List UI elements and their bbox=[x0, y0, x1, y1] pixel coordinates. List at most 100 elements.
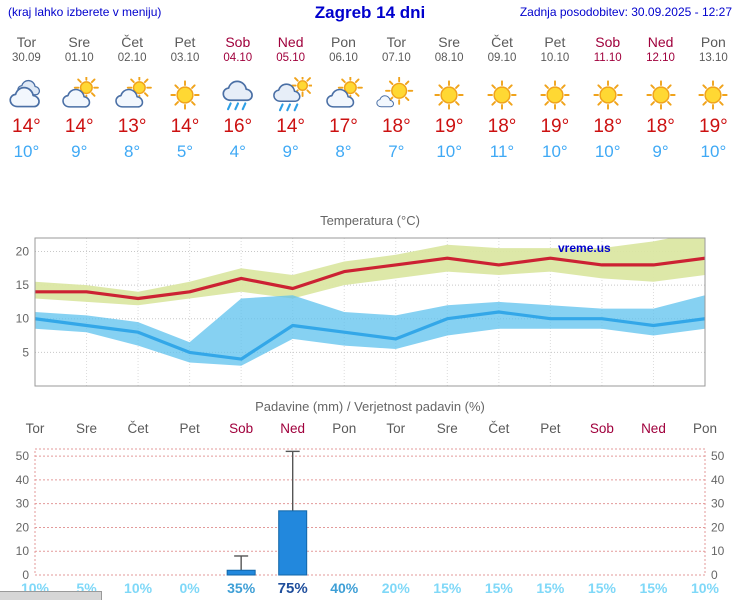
day-column: Pon 13.10 19° 10° bbox=[687, 34, 740, 162]
sunny-icon-glyph bbox=[170, 80, 200, 110]
precip-day-label: Tor bbox=[386, 421, 406, 436]
sunny-icon-glyph bbox=[698, 80, 728, 110]
sunny-icon bbox=[476, 76, 529, 114]
day-column: Sob 04.10 16° 4° bbox=[211, 34, 264, 162]
precip-probability: 15% bbox=[484, 580, 513, 596]
temperature-chart-title: Temperatura (°C) bbox=[320, 213, 420, 228]
sunny-icon bbox=[687, 76, 740, 114]
location-menu-note: (kraj lahko izberete v meniju) bbox=[8, 5, 162, 19]
precip-probability: 40% bbox=[330, 580, 359, 596]
day-column: Tor 07.10 18° 7° bbox=[370, 34, 423, 162]
rain-icon-glyph bbox=[222, 80, 253, 111]
sunny-icon bbox=[581, 76, 634, 114]
precip-y-tick: 0 bbox=[711, 568, 718, 582]
precip-y-tick: 0 bbox=[22, 568, 29, 582]
low-temperature: 9° bbox=[652, 142, 669, 161]
day-date: 08.10 bbox=[434, 52, 464, 64]
watermark: vreme.us bbox=[558, 241, 611, 255]
precip-probability: 15% bbox=[536, 580, 565, 596]
day-date: 09.10 bbox=[487, 52, 517, 64]
mostly-sunny-icon bbox=[370, 76, 423, 114]
day-column: Sre 08.10 19° 10° bbox=[423, 34, 476, 162]
low-temperature: 10° bbox=[13, 142, 40, 161]
precip-y-tick: 20 bbox=[711, 520, 725, 534]
low-temperature: 9° bbox=[282, 142, 299, 161]
precip-y-tick: 10 bbox=[16, 544, 30, 558]
day-date: 12.10 bbox=[646, 52, 675, 64]
low-temperature: 10° bbox=[542, 142, 568, 161]
day-column: Ned 05.10 14° 9° bbox=[264, 34, 317, 162]
precip-bar bbox=[226, 569, 256, 576]
day-date: 05.10 bbox=[276, 52, 306, 64]
high-temperature: 19° bbox=[540, 116, 570, 137]
precip-bar bbox=[278, 510, 308, 576]
day-name: Tor bbox=[386, 34, 407, 50]
high-temperature: 19° bbox=[699, 116, 728, 137]
precip-day-label: Pet bbox=[179, 421, 200, 436]
precip-day-label: Sob bbox=[229, 421, 254, 436]
precip-y-tick: 50 bbox=[16, 449, 30, 463]
high-temperature: 17° bbox=[329, 116, 358, 137]
min-temp-band bbox=[35, 295, 705, 366]
high-temperature: 14° bbox=[170, 116, 200, 137]
partly-cloudy-icon-glyph bbox=[326, 77, 364, 108]
precip-probability: 15% bbox=[587, 580, 616, 596]
day-date: 07.10 bbox=[381, 52, 411, 64]
high-temperature: 18° bbox=[593, 116, 623, 137]
precip-y-tick: 10 bbox=[711, 544, 725, 558]
day-column: Sob 11.10 18° 10° bbox=[581, 34, 634, 162]
max-temp-line bbox=[35, 256, 705, 301]
day-column: Čet 02.10 13° 8° bbox=[106, 34, 159, 162]
day-name: Tor bbox=[16, 34, 37, 50]
precip-day-label: Pet bbox=[540, 421, 561, 436]
high-temperature: 18° bbox=[381, 116, 411, 137]
cloudy-icon-glyph bbox=[9, 79, 41, 108]
day-date: 02.10 bbox=[117, 52, 147, 64]
precip-y-tick: 50 bbox=[711, 449, 725, 463]
day-name: Sre bbox=[68, 34, 91, 50]
day-date: 04.10 bbox=[223, 52, 253, 64]
sunny-icon bbox=[528, 76, 581, 114]
day-name: Ned bbox=[277, 34, 304, 50]
day-column: Ned 12.10 18° 9° bbox=[634, 34, 687, 162]
low-temperature: 8° bbox=[123, 142, 141, 161]
temp-y-tick: 15 bbox=[16, 278, 30, 292]
min-temp-line bbox=[35, 310, 705, 361]
partly-cloudy-icon-glyph bbox=[62, 77, 100, 108]
precip-day-label: Pon bbox=[332, 421, 357, 436]
precip-day-label: Čet bbox=[127, 421, 149, 436]
partly-cloudy-icon bbox=[106, 76, 159, 114]
forecast-day-table: Tor 30.09 14° 10° Sre 01.10 14° 9° Čet 0… bbox=[0, 34, 740, 162]
day-name: Čet bbox=[121, 34, 143, 50]
partly-cloudy-icon bbox=[53, 76, 106, 114]
partly-cloudy-icon-glyph bbox=[115, 77, 152, 108]
sunny-icon-glyph bbox=[540, 80, 570, 110]
low-temperature: 8° bbox=[335, 142, 352, 161]
precip-y-tick: 40 bbox=[16, 473, 30, 487]
high-temperature: 18° bbox=[646, 116, 675, 137]
rain-sun-icon bbox=[264, 76, 317, 114]
sunny-icon-glyph bbox=[593, 80, 623, 110]
day-date: 13.10 bbox=[699, 52, 728, 64]
rain-icon bbox=[211, 76, 264, 114]
precipitation-chart: 0 0 10 10 20 20 30 30 40 40 50 50 bbox=[16, 448, 725, 582]
day-name: Pet bbox=[174, 34, 196, 50]
day-column: Čet 09.10 18° 11° bbox=[476, 34, 529, 162]
sunny-icon-glyph bbox=[487, 80, 517, 110]
day-date: 01.10 bbox=[64, 52, 94, 64]
precipitation-probability-row: 10% 5% 10% 0% 35% 75% 40% 20% 15% 15% 15% 15% 15% 10% bbox=[0, 580, 740, 598]
temp-y-tick: 10 bbox=[16, 312, 30, 326]
day-name: Sre bbox=[438, 34, 461, 50]
sunny-icon bbox=[159, 76, 212, 114]
precip-day-label: Tor bbox=[25, 421, 45, 436]
low-temperature: 10° bbox=[594, 142, 621, 161]
high-temperature: 14° bbox=[276, 116, 305, 137]
day-name: Ned bbox=[647, 34, 674, 50]
sunny-icon bbox=[423, 76, 476, 114]
cloudy-icon bbox=[0, 76, 53, 114]
day-name: Sob bbox=[595, 34, 621, 50]
high-temperature: 14° bbox=[12, 116, 41, 137]
low-temperature: 5° bbox=[176, 142, 194, 161]
precip-day-label: Ned bbox=[280, 421, 306, 436]
precip-probability: 10% bbox=[124, 580, 153, 596]
